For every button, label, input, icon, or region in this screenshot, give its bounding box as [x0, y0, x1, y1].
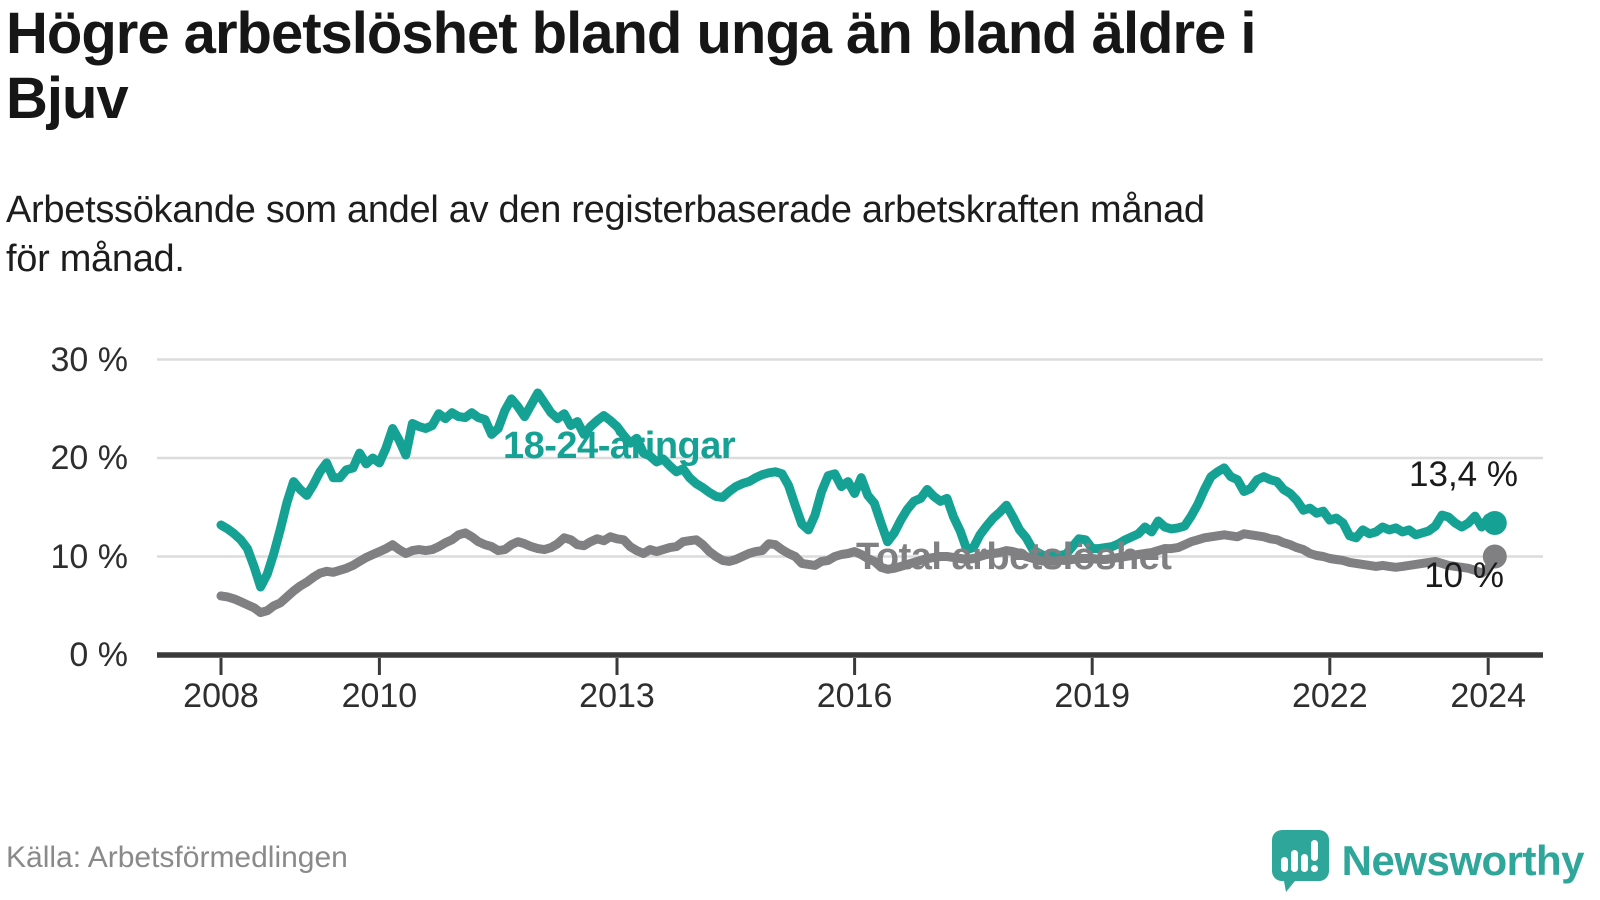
x-axis-label-2010: 2010 — [341, 677, 418, 715]
x-axis-label-2013: 2013 — [579, 677, 655, 715]
x-axis-label-2016: 2016 — [816, 677, 893, 715]
x-axis-label-2019: 2019 — [1054, 677, 1130, 715]
newsworthy-logo-icon — [1271, 830, 1329, 892]
y-axis-label-20: 20 % — [50, 439, 129, 477]
newsworthy-branding: Newsworthy — [1271, 830, 1585, 892]
youth-line-end-dot — [1482, 511, 1507, 536]
x-axis-label-2024: 2024 — [1450, 677, 1526, 715]
youth-line — [216, 388, 1500, 592]
page-title: Högre arbetslöshet bland unga än bland ä… — [6, 1, 1257, 131]
y-axis-label-10: 10 % — [50, 537, 129, 576]
x-axis-label-2008: 2008 — [183, 677, 259, 715]
total-line-end-dot — [1482, 544, 1507, 569]
newsworthy-logo-text: Newsworthy — [1341, 837, 1585, 884]
total-line — [216, 528, 1500, 618]
x-axis-label-2022: 2022 — [1291, 677, 1368, 715]
chart-subtitle: Arbetssökande som andel av den registerb… — [6, 189, 1205, 281]
series-label-youth: 18-24-åringar — [503, 425, 736, 467]
youth-end-value-label: 13,4 % — [1409, 455, 1518, 494]
total-end-value-label: 10 % — [1424, 556, 1504, 595]
y-axis-label-30: 30 % — [50, 340, 129, 379]
source-attribution: Källa: Arbetsförmedlingen — [6, 841, 348, 874]
series-label-total: Total arbetslöshet — [856, 536, 1172, 578]
y-axis-label-0: 0 % — [69, 636, 128, 674]
